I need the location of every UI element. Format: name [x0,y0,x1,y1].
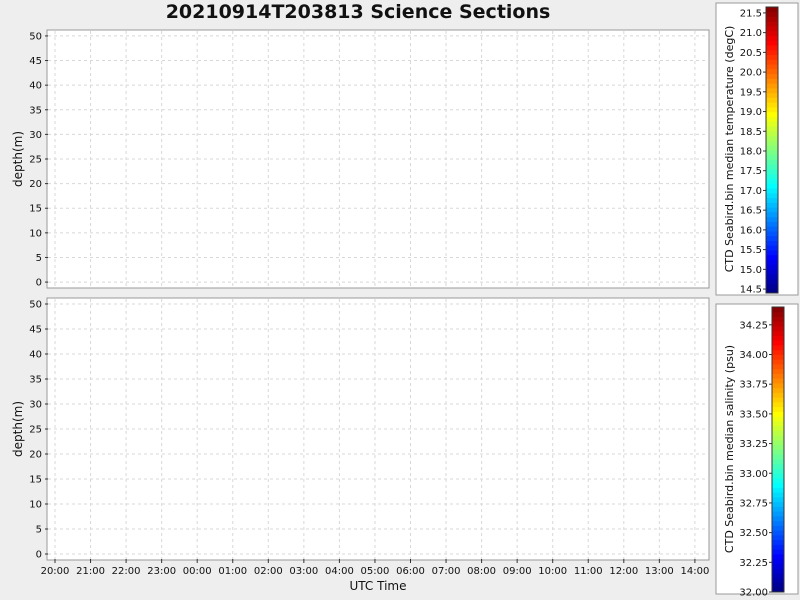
chart-title: 20210914T203813 Science Sections [165,1,551,23]
